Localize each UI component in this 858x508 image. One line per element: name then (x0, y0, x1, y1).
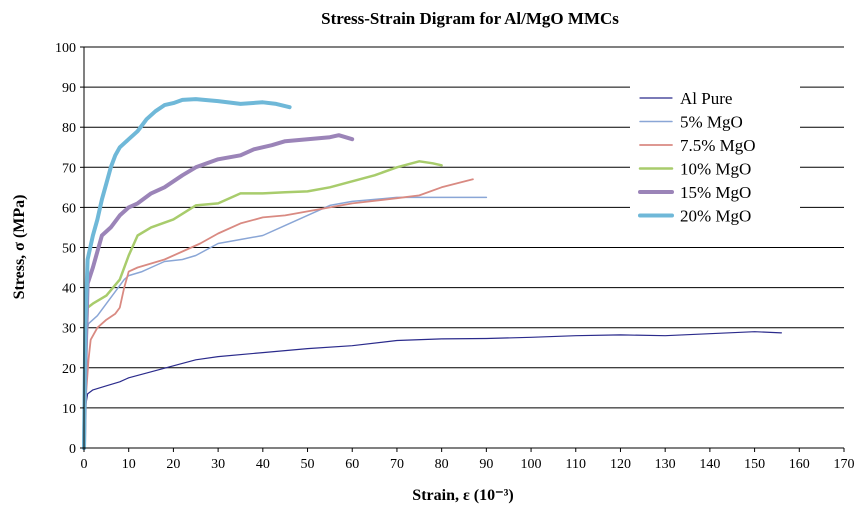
x-tick-label: 70 (390, 457, 404, 472)
series-lines (82, 97, 782, 450)
series-line-2 (83, 178, 474, 449)
legend-label-3: 10% MgO (680, 160, 751, 179)
x-tick-label: 120 (610, 457, 631, 472)
y-tick-label: 60 (62, 201, 76, 216)
legend-label-5: 20% MgO (680, 207, 751, 226)
x-tick-label: 30 (211, 457, 225, 472)
x-tick-label: 170 (834, 457, 855, 472)
x-tick-label: 10 (122, 457, 136, 472)
series-line-3 (82, 160, 443, 450)
series-line-4 (82, 133, 355, 450)
y-axis-label: Stress, σ (MPa) (11, 195, 28, 300)
y-tick-label: 0 (69, 442, 76, 457)
x-tick-label: 140 (699, 457, 720, 472)
y-tick-label: 50 (62, 242, 76, 257)
legend-background (630, 80, 800, 236)
x-tick-label: 20 (166, 457, 180, 472)
legend-label-1: 5% MgO (680, 113, 743, 132)
x-tick-label: 60 (345, 457, 359, 472)
series-line-5 (82, 97, 292, 450)
chart-title: Stress-Strain Digram for Al/MgO MMCs (321, 9, 619, 28)
legend-label-2: 7.5% MgO (680, 136, 756, 155)
x-tick-label: 110 (566, 457, 586, 472)
x-tick-label: 150 (744, 457, 765, 472)
y-tick-label: 30 (62, 322, 76, 337)
x-axis-label: Strain, ε (10⁻³) (412, 487, 513, 504)
y-tick-label: 80 (62, 121, 76, 136)
legend: Al Pure 5% MgO 7.5% MgO 10% MgO 15% MgO 20% M… (630, 80, 800, 236)
series-line-1 (83, 196, 488, 449)
y-tick-label: 40 (62, 282, 76, 297)
x-tick-label: 40 (256, 457, 270, 472)
x-tick-label: 0 (81, 457, 88, 472)
y-tick-label: 100 (55, 41, 76, 56)
gridlines (84, 46, 844, 409)
x-tick-label: 160 (789, 457, 810, 472)
y-tick-label: 90 (62, 81, 76, 96)
x-tick-labels: 0 10 20 30 40 50 60 70 80 90 100 110 120 130 140 150 160… (81, 457, 855, 472)
legend-label-0: Al Pure (680, 89, 732, 108)
x-tick-label: 100 (521, 457, 542, 472)
y-tick-label: 10 (62, 402, 76, 417)
y-tick-label: 70 (62, 161, 76, 176)
x-tick-label: 80 (435, 457, 449, 472)
y-tick-labels: 0 10 20 30 40 50 60 70 80 90 100 (55, 41, 76, 457)
legend-label-4: 15% MgO (680, 183, 751, 202)
y-tick-label: 20 (62, 362, 76, 377)
x-tick-label: 90 (479, 457, 493, 472)
x-tick-label: 130 (655, 457, 676, 472)
series-line-0 (83, 331, 782, 449)
x-tick-label: 50 (301, 457, 315, 472)
axes (80, 46, 845, 452)
